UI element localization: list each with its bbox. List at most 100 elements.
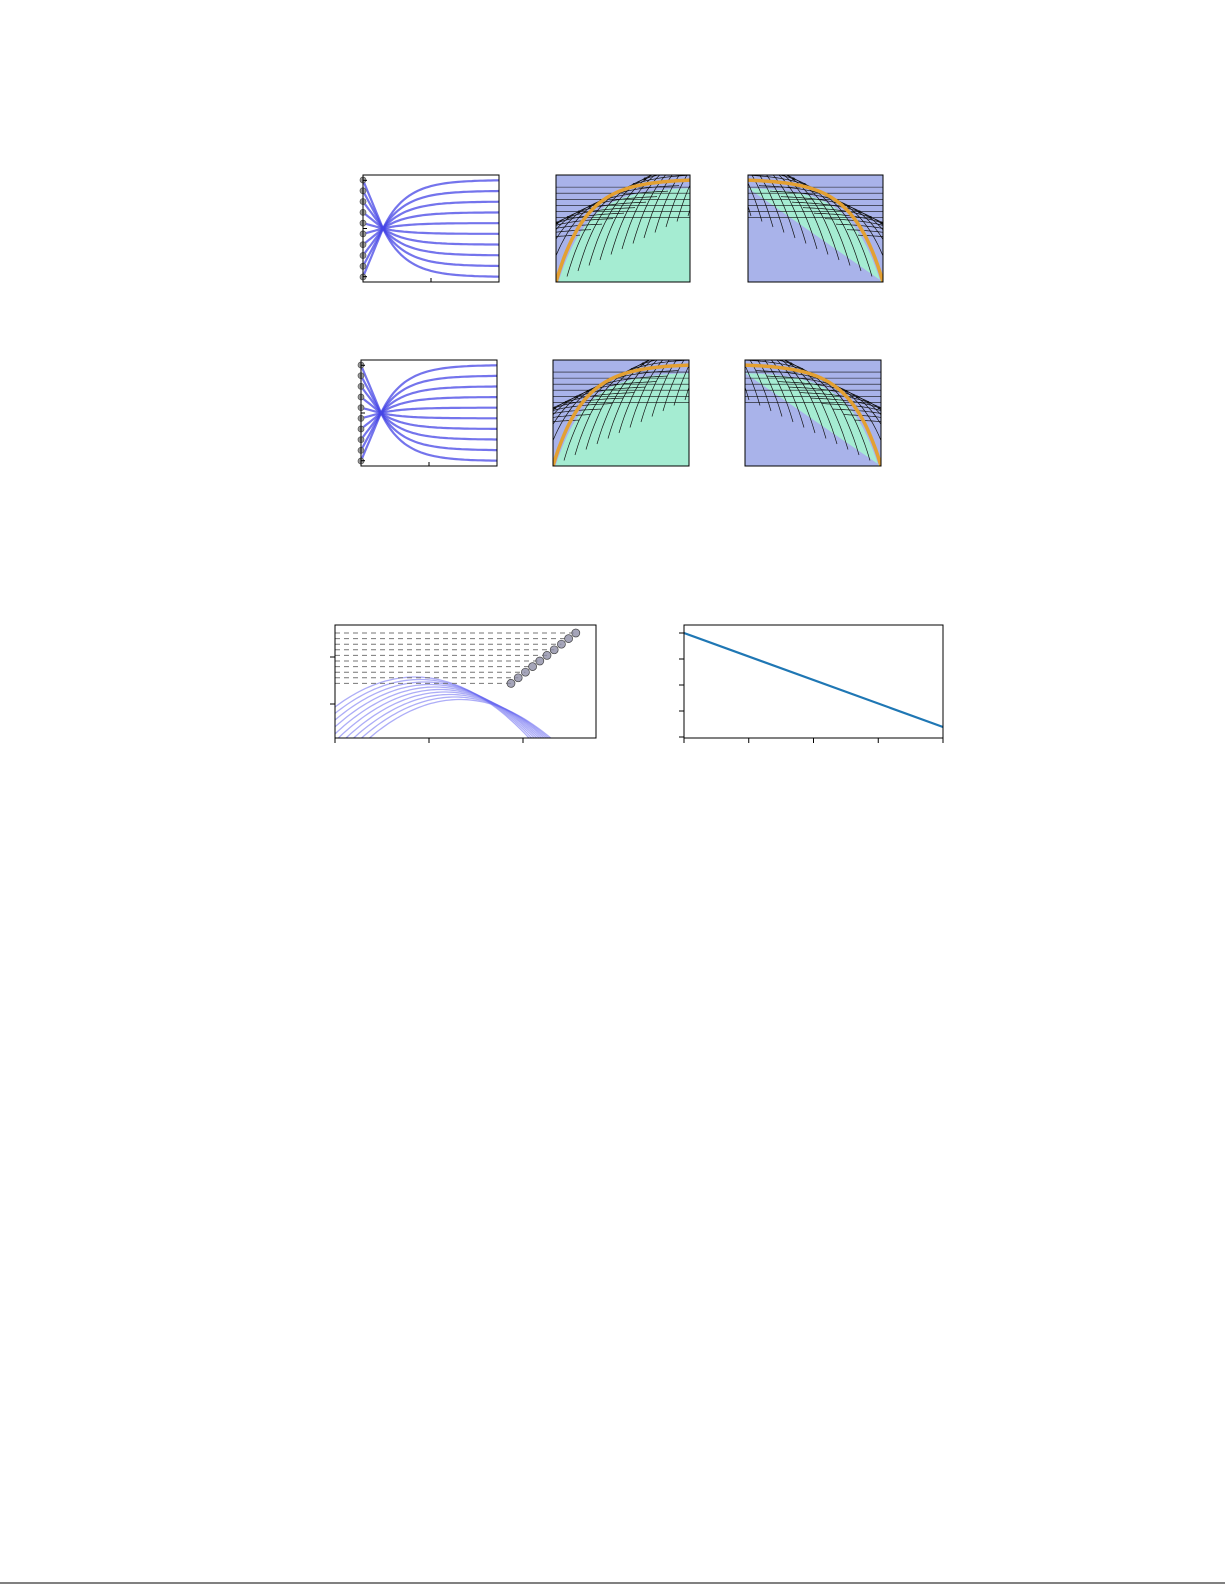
arrow-head: [539, 51, 542, 54]
trajectory: [361, 406, 497, 420]
streamline: [872, 206, 1008, 307]
arrow-head: [779, 357, 782, 360]
arrow-head: [627, 95, 630, 98]
arrow-head: [763, 302, 766, 305]
streamline: [553, 414, 591, 418]
streamline: [473, 43, 608, 145]
arrow-head: [924, 244, 927, 247]
arrow-head: [521, 423, 524, 426]
arrow-head: [638, 101, 641, 104]
arrow-head: [884, 241, 887, 244]
arrow-head: [653, 357, 656, 360]
arrow-head: [682, 123, 685, 126]
streamline: [528, 70, 663, 172]
arrow-head: [482, 208, 485, 211]
arrow-head: [952, 24, 955, 27]
arrow-head: [677, 161, 680, 164]
arrow-head: [641, 362, 645, 366]
arrow-head: [504, 219, 507, 222]
arrow-head: [897, 51, 900, 54]
arrow-head: [875, 62, 878, 65]
streamline: [772, 175, 807, 244]
arrow-head: [537, 236, 540, 239]
arrow-head: [561, 62, 564, 65]
streamline: [778, 175, 818, 250]
streamline: [785, 175, 851, 266]
curve: [360, 696, 550, 738]
panel-content: [363, 179, 499, 278]
panel-content: [512, 24, 987, 282]
arrow-head: [572, 68, 575, 71]
arrow-head: [917, 225, 920, 228]
panel-content: [361, 364, 497, 462]
point: [564, 634, 573, 643]
arrow-head: [699, 150, 702, 153]
arrow-head: [855, 395, 859, 399]
arrow-head: [748, 156, 751, 159]
arrow-head: [556, 221, 559, 225]
streamline: [824, 218, 883, 226]
arrow-head: [726, 145, 729, 148]
arrow-head: [526, 230, 529, 233]
streamline: [556, 229, 592, 233]
arrow-head: [594, 79, 597, 82]
arrow-head: [512, 244, 515, 247]
streamline: [776, 360, 816, 434]
arrow-head: [686, 340, 689, 343]
arrow-head: [950, 208, 953, 211]
arrow-head: [853, 73, 856, 76]
streamline: [610, 175, 656, 255]
panel-frame: [747, 174, 884, 283]
arrow-head: [666, 167, 669, 170]
arrow-head: [643, 177, 647, 181]
streamline: [853, 32, 987, 134]
streamline: [484, 48, 619, 150]
streamline: [462, 37, 597, 139]
streamline: [621, 175, 661, 250]
arrow-head: [484, 24, 487, 27]
streamline: [743, 87, 877, 189]
panel-frame: [683, 624, 944, 739]
arrow-head: [636, 285, 639, 288]
arrow-head: [566, 216, 570, 219]
streamline: [556, 234, 581, 237]
arrow-head: [759, 161, 762, 164]
streamline: [558, 272, 694, 373]
streamline: [517, 65, 652, 167]
trajectory: [363, 211, 499, 246]
streamline: [809, 54, 943, 156]
trajectory: [361, 396, 497, 430]
panel-frame: [552, 359, 690, 467]
arrow-head: [671, 117, 674, 120]
arrow-head: [658, 296, 661, 299]
arrow-head: [785, 291, 788, 294]
arrow-head: [754, 123, 757, 126]
panel-frame: [334, 624, 597, 739]
point: [521, 667, 530, 677]
arrow-head: [517, 40, 520, 43]
streamline: [787, 65, 921, 167]
arrow-head: [787, 106, 790, 109]
arrow-head: [908, 46, 911, 49]
streamline: [588, 175, 653, 266]
point: [549, 645, 559, 655]
arrow-head: [688, 156, 691, 159]
streamline: [629, 360, 664, 428]
arrow-head: [796, 285, 799, 288]
streamline: [607, 360, 653, 439]
curve: [368, 698, 552, 738]
arrow-head: [831, 84, 834, 87]
arrow-head: [735, 335, 738, 338]
arrow-head: [844, 389, 848, 393]
curve: [345, 691, 545, 738]
arrow-head: [781, 172, 784, 175]
arrow-head: [798, 101, 801, 104]
arrow-head: [493, 214, 496, 217]
arrow-head: [928, 219, 931, 222]
streamline: [429, 21, 564, 123]
arrow-head: [543, 412, 546, 415]
trajectory: [748, 178, 883, 282]
arrow-head: [675, 346, 678, 349]
arrow-head: [693, 128, 696, 131]
arrow-head: [586, 389, 590, 393]
